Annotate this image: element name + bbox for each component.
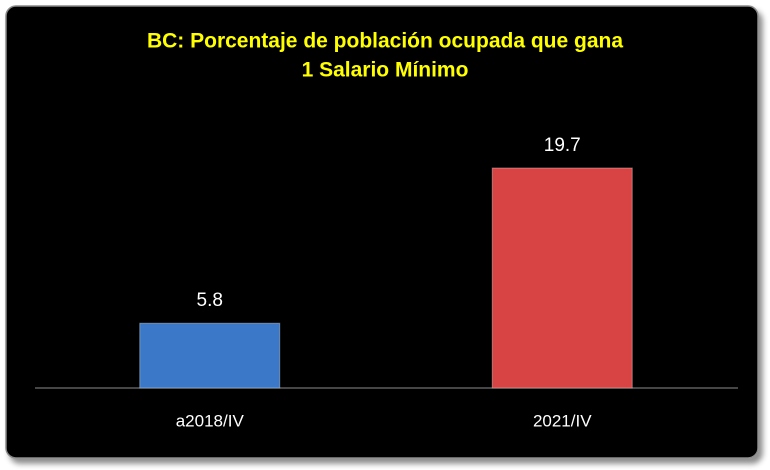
bar bbox=[491, 167, 633, 389]
value-label: 19.7 bbox=[544, 135, 581, 156]
x-tick-label: a2018/IV bbox=[176, 411, 245, 430]
x-tick-label: 2021/IV bbox=[533, 411, 592, 430]
value-label: 5.8 bbox=[197, 290, 223, 311]
title-line: 1 Salario Mínimo bbox=[302, 59, 469, 82]
title-line: BC: Porcentaje de población ocupada que … bbox=[147, 30, 623, 53]
chart-title: BC: Porcentaje de población ocupada que … bbox=[147, 30, 623, 82]
bar bbox=[139, 322, 281, 389]
